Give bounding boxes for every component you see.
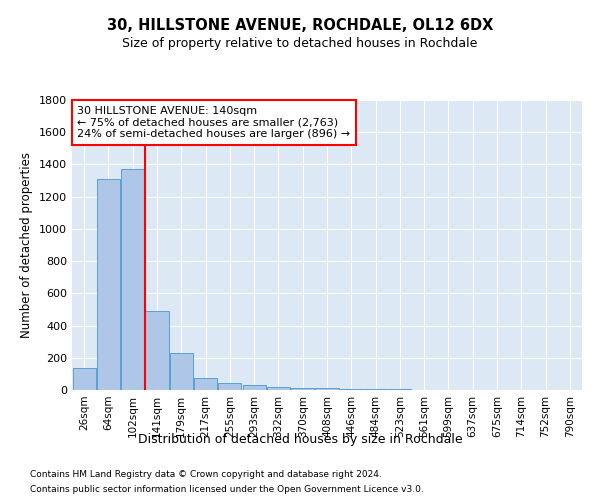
Y-axis label: Number of detached properties: Number of detached properties [20,152,34,338]
Bar [316,388,338,390]
Text: Contains HM Land Registry data © Crown copyright and database right 2024.: Contains HM Land Registry data © Crown c… [30,470,382,479]
Bar [73,368,95,390]
Bar [145,311,169,390]
Bar [218,383,241,390]
Text: Size of property relative to detached houses in Rochdale: Size of property relative to detached ho… [122,38,478,51]
Bar [97,179,120,390]
Text: 30, HILLSTONE AVENUE, ROCHDALE, OL12 6DX: 30, HILLSTONE AVENUE, ROCHDALE, OL12 6DX [107,18,493,32]
Text: 30 HILLSTONE AVENUE: 140sqm
← 75% of detached houses are smaller (2,763)
24% of : 30 HILLSTONE AVENUE: 140sqm ← 75% of det… [77,106,350,139]
Bar [364,389,387,390]
Text: Distribution of detached houses by size in Rochdale: Distribution of detached houses by size … [137,432,463,446]
Bar [170,353,193,390]
Bar [340,388,363,390]
Bar [242,385,266,390]
Bar [194,378,217,390]
Bar [121,170,144,390]
Bar [291,388,314,390]
Bar [267,387,290,390]
Text: Contains public sector information licensed under the Open Government Licence v3: Contains public sector information licen… [30,485,424,494]
